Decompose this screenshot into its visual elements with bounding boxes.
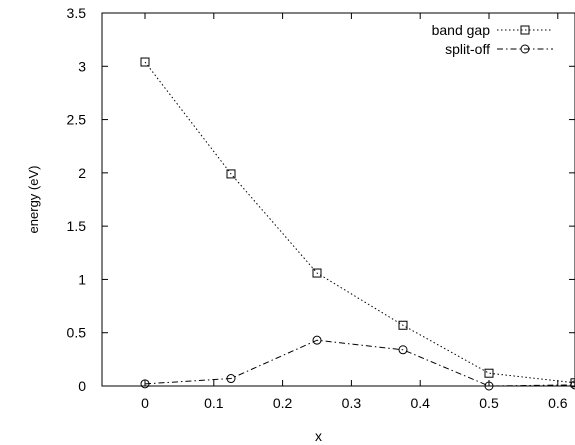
plot-frame [101, 12, 575, 387]
data-point [398, 320, 408, 330]
y-tick-label: 0 [78, 378, 86, 394]
data-point [226, 169, 236, 179]
x-tick-label: 0.3 [342, 395, 362, 411]
y-tick-label: 3 [78, 58, 86, 74]
x-tick-label: 0.4 [410, 395, 430, 411]
data-point [226, 374, 236, 384]
legend: band gap split-off [432, 22, 553, 57]
y-tick-label: 1 [78, 271, 86, 287]
series-line [144, 61, 575, 384]
data-point [484, 368, 494, 378]
x-tick-label: 0.6 [548, 395, 568, 411]
series-split-off [140, 335, 575, 391]
legend-marker [520, 25, 530, 35]
series-line [144, 339, 575, 387]
data-point [312, 268, 322, 278]
y-tick-label: 2 [78, 165, 86, 181]
x-tick-label: 0 [141, 395, 149, 411]
data-point [570, 380, 575, 390]
y-tick-label: 1.5 [67, 218, 87, 234]
axis-ticks: 0 0.5 1 1.5 2 2.5 3 3.5 0 0.1 0.2 0.3 0.4 0.5 0.6 [67, 5, 575, 411]
data-point [398, 345, 408, 355]
series-band-gap [140, 57, 575, 388]
x-tick-label: 0.5 [479, 395, 499, 411]
x-axis-label: x [315, 428, 322, 444]
data-point [312, 335, 322, 345]
legend-label: split-off [445, 41, 490, 57]
data-point [570, 378, 575, 388]
data-point [140, 57, 150, 67]
x-tick-label: 0.2 [273, 395, 293, 411]
series-layer [140, 57, 575, 391]
legend-marker [520, 44, 530, 54]
y-axis-label: energy (eV) [26, 166, 41, 234]
x-tick-label: 0.1 [204, 395, 224, 411]
data-point [140, 379, 150, 389]
legend-label: band gap [432, 22, 491, 38]
y-tick-label: 0.5 [67, 325, 87, 341]
y-tick-label: 3.5 [67, 5, 87, 21]
y-tick-label: 2.5 [67, 112, 87, 128]
